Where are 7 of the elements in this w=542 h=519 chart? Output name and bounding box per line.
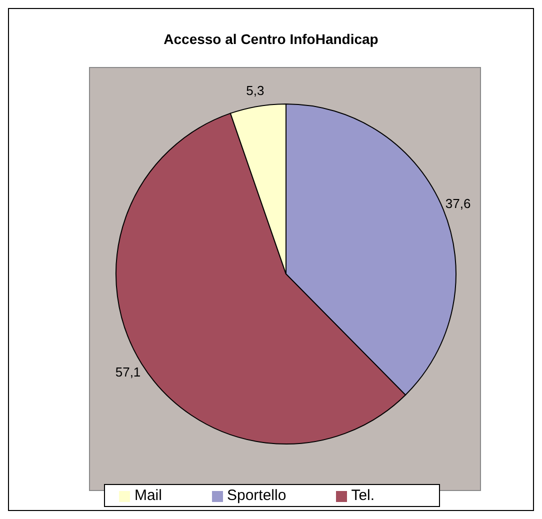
data-label: 5,3 xyxy=(246,83,264,98)
data-label: 57,1 xyxy=(115,364,141,380)
legend-label: Sportello xyxy=(226,487,286,504)
legend-label: Mail xyxy=(134,487,162,504)
data-label: 37,6 xyxy=(445,196,471,211)
chart-title: Accesso al Centro InfoHandicap xyxy=(162,31,380,47)
legend-label: Tel. xyxy=(351,487,375,504)
